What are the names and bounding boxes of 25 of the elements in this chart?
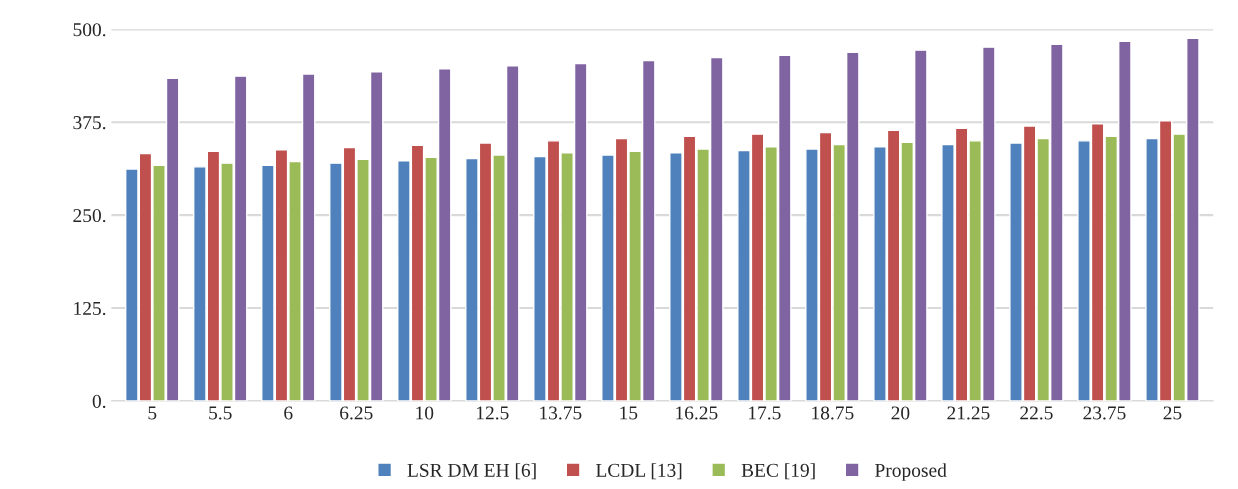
x-tick-label: 21.25 [947,406,990,420]
x-tick-label: 23.75 [1083,406,1126,420]
x-tick-label: 10 [416,406,434,420]
x-tick-label: 18.75 [812,406,854,420]
x-tick-label: 6 [284,406,293,420]
x-tick-label: 13.75 [540,406,582,420]
x-tick-label: 5 [148,406,157,420]
x-tick-label: 17.5 [749,406,781,420]
x-tick-label: 25 [1163,406,1182,420]
y-tick-label: 250. [73,208,106,223]
legend-label: LSR DM EH [6] [407,463,536,480]
legend-label: LCDL [13] [596,463,682,480]
x-tick-label: 16.25 [676,406,718,420]
x-tick-label: 5.5 [209,406,232,420]
x-tick-label: 22.5 [1020,406,1053,420]
legend-label: Proposed [875,463,947,481]
y-tick-label: 125. [74,301,106,316]
x-tick-label: 12.5 [476,406,509,420]
y-tick-label: 500. [73,23,106,37]
x-tick-label: 20 [891,406,910,420]
legend-label: BEC [19] [741,463,815,480]
x-tick-label: 15 [620,406,638,420]
x-tick-label: 6.25 [340,406,373,420]
y-tick-label: 0. [92,394,106,408]
y-tick-label: 375. [73,116,106,130]
